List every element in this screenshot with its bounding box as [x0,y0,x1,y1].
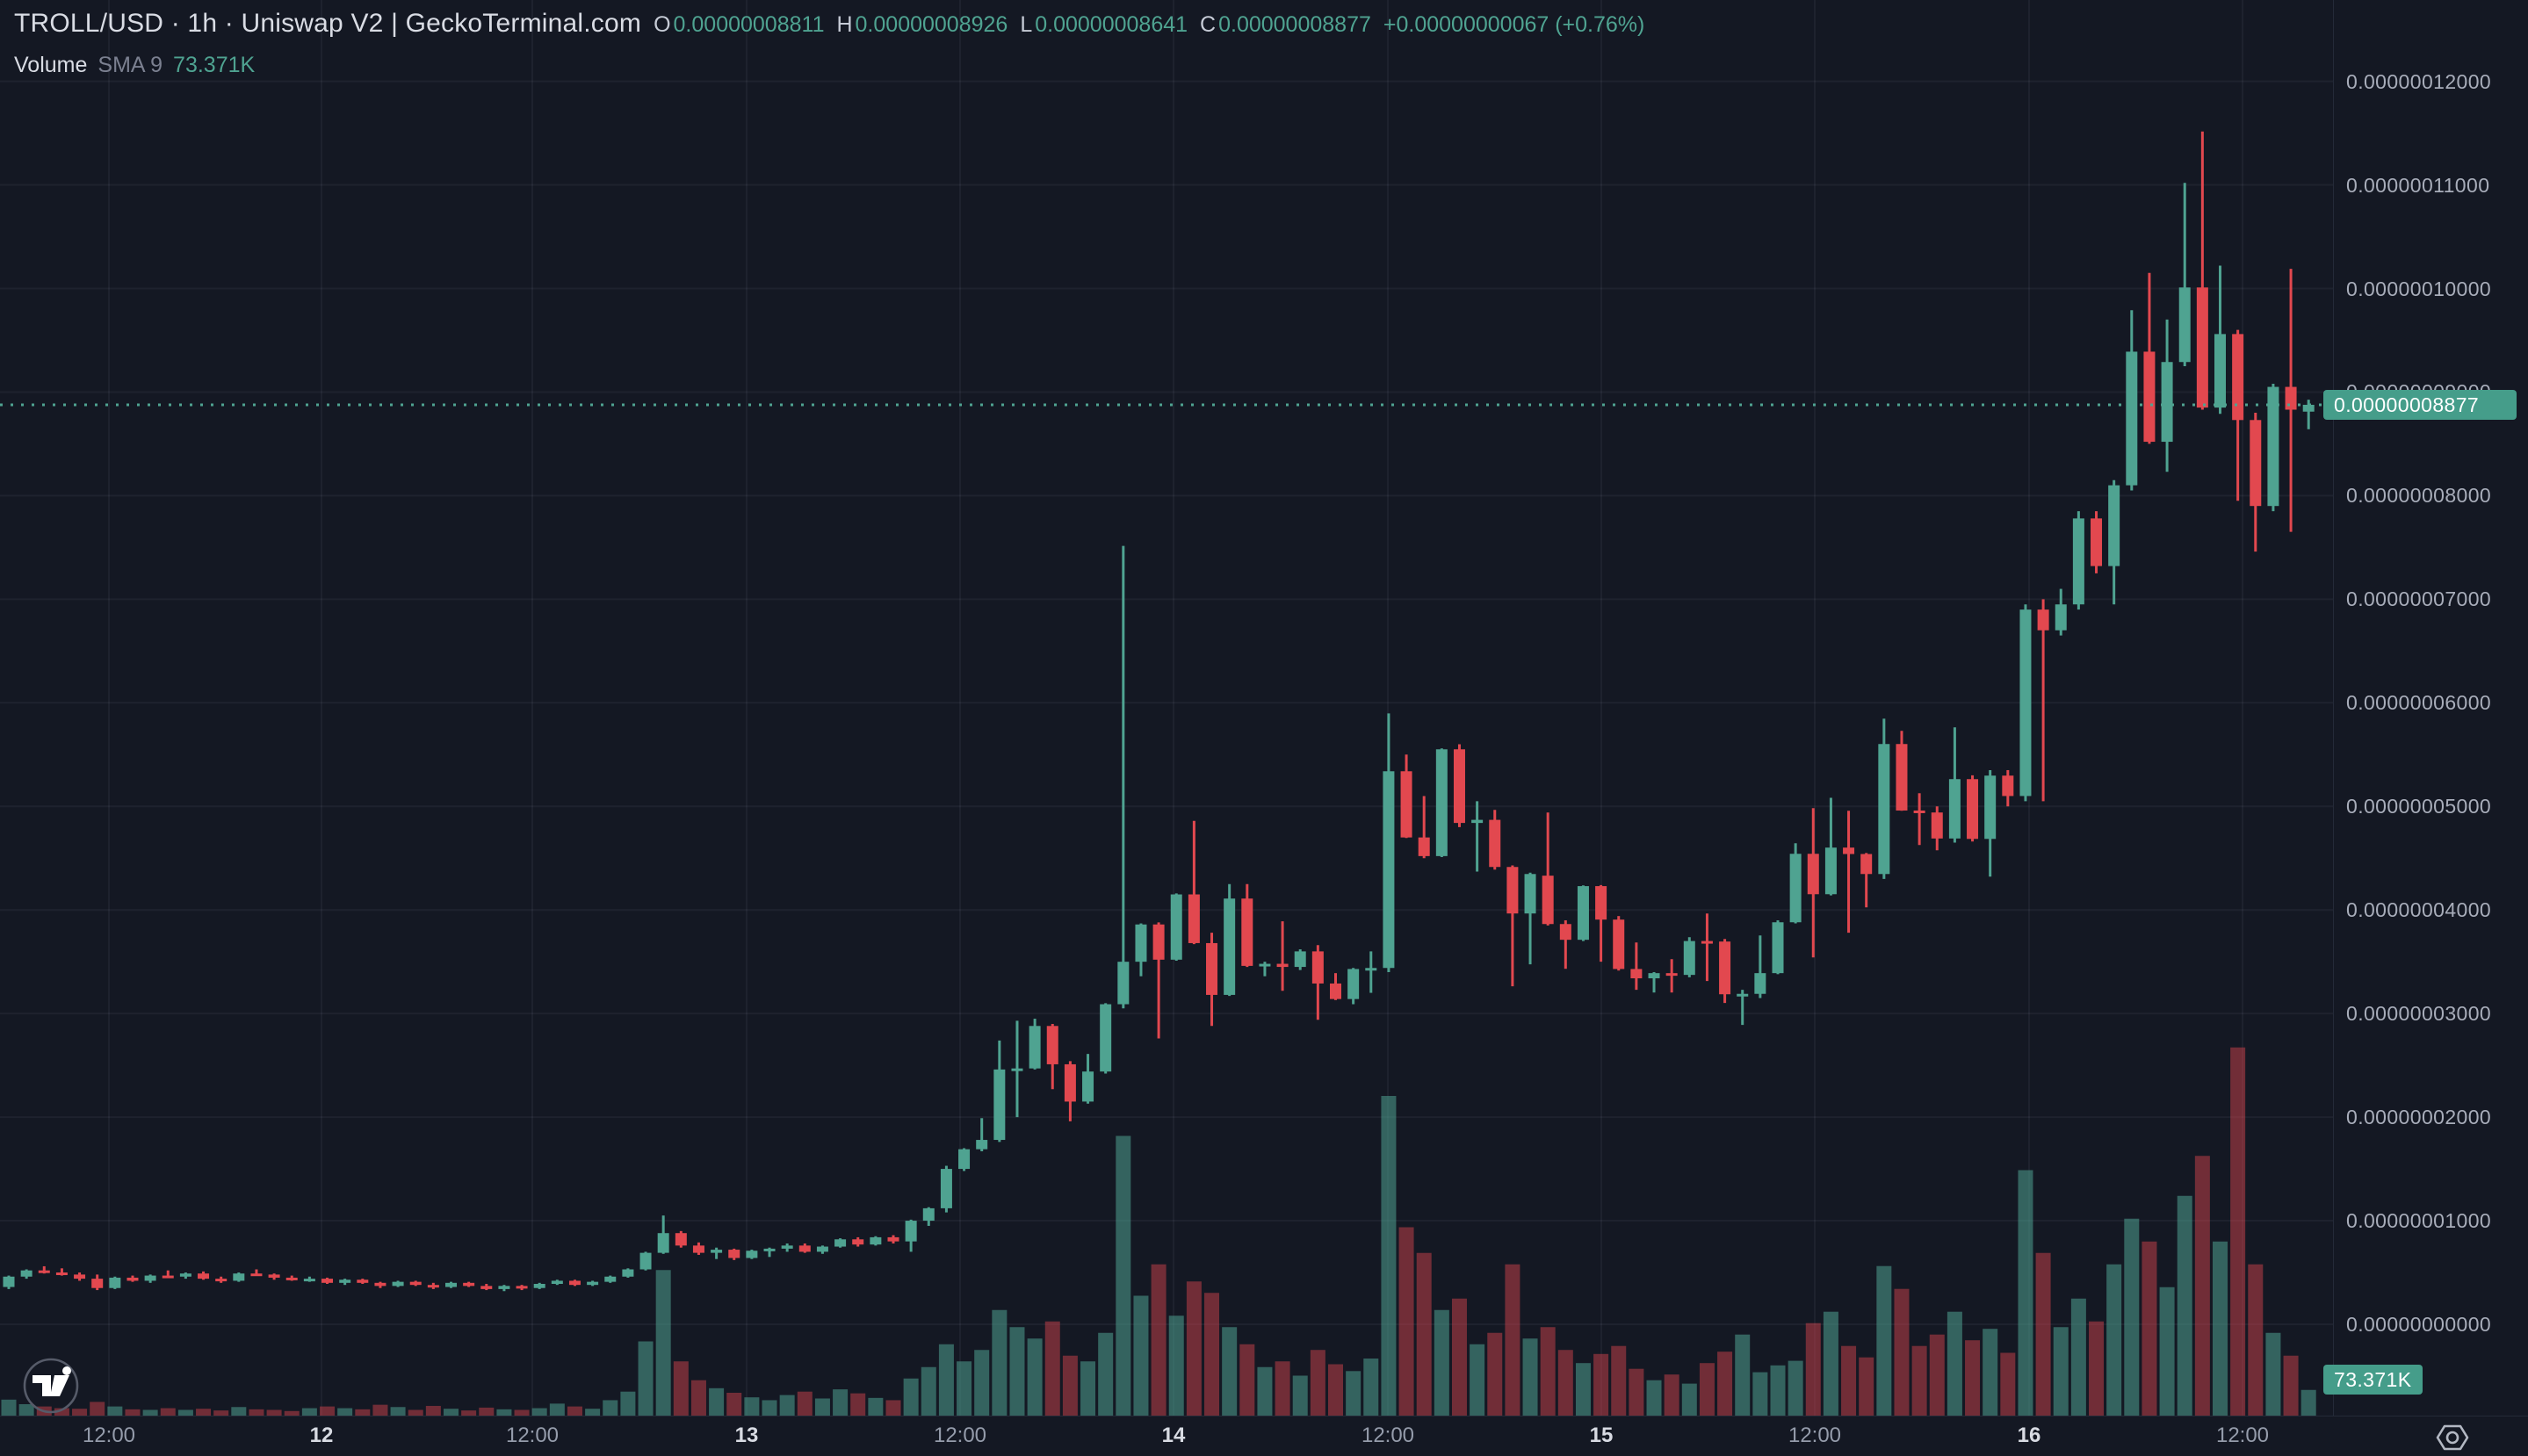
time-axis-day-label: 13 [734,1424,759,1447]
price-axis-label: 0.00000011000 [2346,173,2490,197]
time-axis-label: 12:00 [933,1424,987,1447]
time-axis-label: 12:00 [2215,1424,2270,1447]
price-axis[interactable]: 0.00000008877 73.371K 0.00000012000 0.000… [2323,0,2528,1416]
price-axis-label: 0.00000002000 [2346,1106,2492,1129]
time-axis-day-label: 15 [1589,1424,1614,1447]
time-axis-label: 12:00 [82,1424,136,1447]
tradingview-glyph [33,1366,71,1396]
time-axis-label: 12:00 [505,1424,560,1447]
price-axis-label: 0.00000010000 [2346,277,2492,300]
price-axis-label: 0.00000001000 [2346,1209,2492,1233]
time-axis[interactable]: 12:00 12 12:00 13 12:00 14 12:00 15 12:00 16 12:00 [0,1416,2528,1456]
time-axis-day-label: 16 [2017,1424,2041,1447]
price-axis-label: 0.00000005000 [2346,795,2492,818]
price-axis-label: 0.00000004000 [2346,898,2492,922]
settings-gear-icon[interactable] [2435,1420,2470,1455]
price-axis-label: 0.00000000000 [2346,1313,2492,1336]
gridlines [0,0,2333,1416]
time-axis-day-label: 12 [309,1424,334,1447]
time-axis-label: 12:00 [1361,1424,1415,1447]
time-axis-day-label: 14 [1161,1424,1186,1447]
price-axis-label: 0.00000008000 [2346,484,2492,508]
volume-sma-badge: 73.371K [2323,1365,2423,1395]
price-axis-label: 0.00000006000 [2346,691,2492,715]
candles [3,131,2315,1292]
price-axis-label: 0.00000003000 [2346,1002,2492,1026]
price-axis-label: 0.00000007000 [2346,587,2492,611]
time-axis-label: 12:00 [1788,1424,1842,1447]
volume-bars [1,1047,2316,1416]
tradingview-logo[interactable] [21,1356,81,1416]
last-price-badge: 0.00000008877 [2323,389,2517,420]
price-axis-label: 0.00000012000 [2346,69,2492,93]
